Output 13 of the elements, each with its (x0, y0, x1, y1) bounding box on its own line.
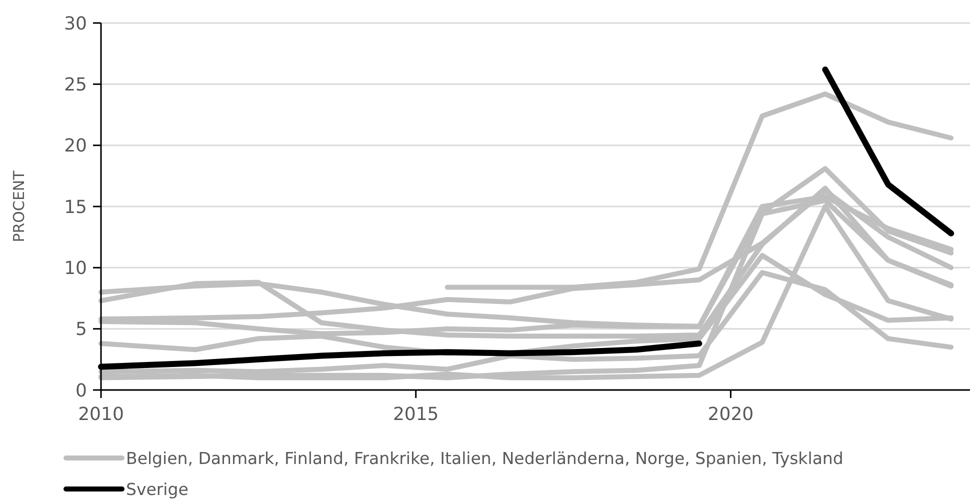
x-tick-label: 2010 (78, 404, 124, 425)
legend-label: Sverige (126, 480, 188, 499)
y-tick-label: 25 (64, 74, 87, 96)
y-tick-label: 10 (64, 258, 87, 279)
y-tick-label: 15 (64, 196, 87, 218)
legend-label: Belgien, Danmark, Finland, Frankrike, Italien, Nederländerna, Norge, Spanien, Tyskland (126, 448, 844, 468)
x-tick-label: 2015 (392, 404, 439, 425)
x-tick-label: 2020 (708, 404, 754, 425)
y-axis-title: PROCENT (10, 170, 28, 242)
y-tick-label: 20 (64, 136, 87, 157)
y-tick-label: 0 (76, 380, 87, 402)
y-tick-label: 30 (64, 13, 87, 34)
y-tick-label: 5 (76, 319, 87, 340)
